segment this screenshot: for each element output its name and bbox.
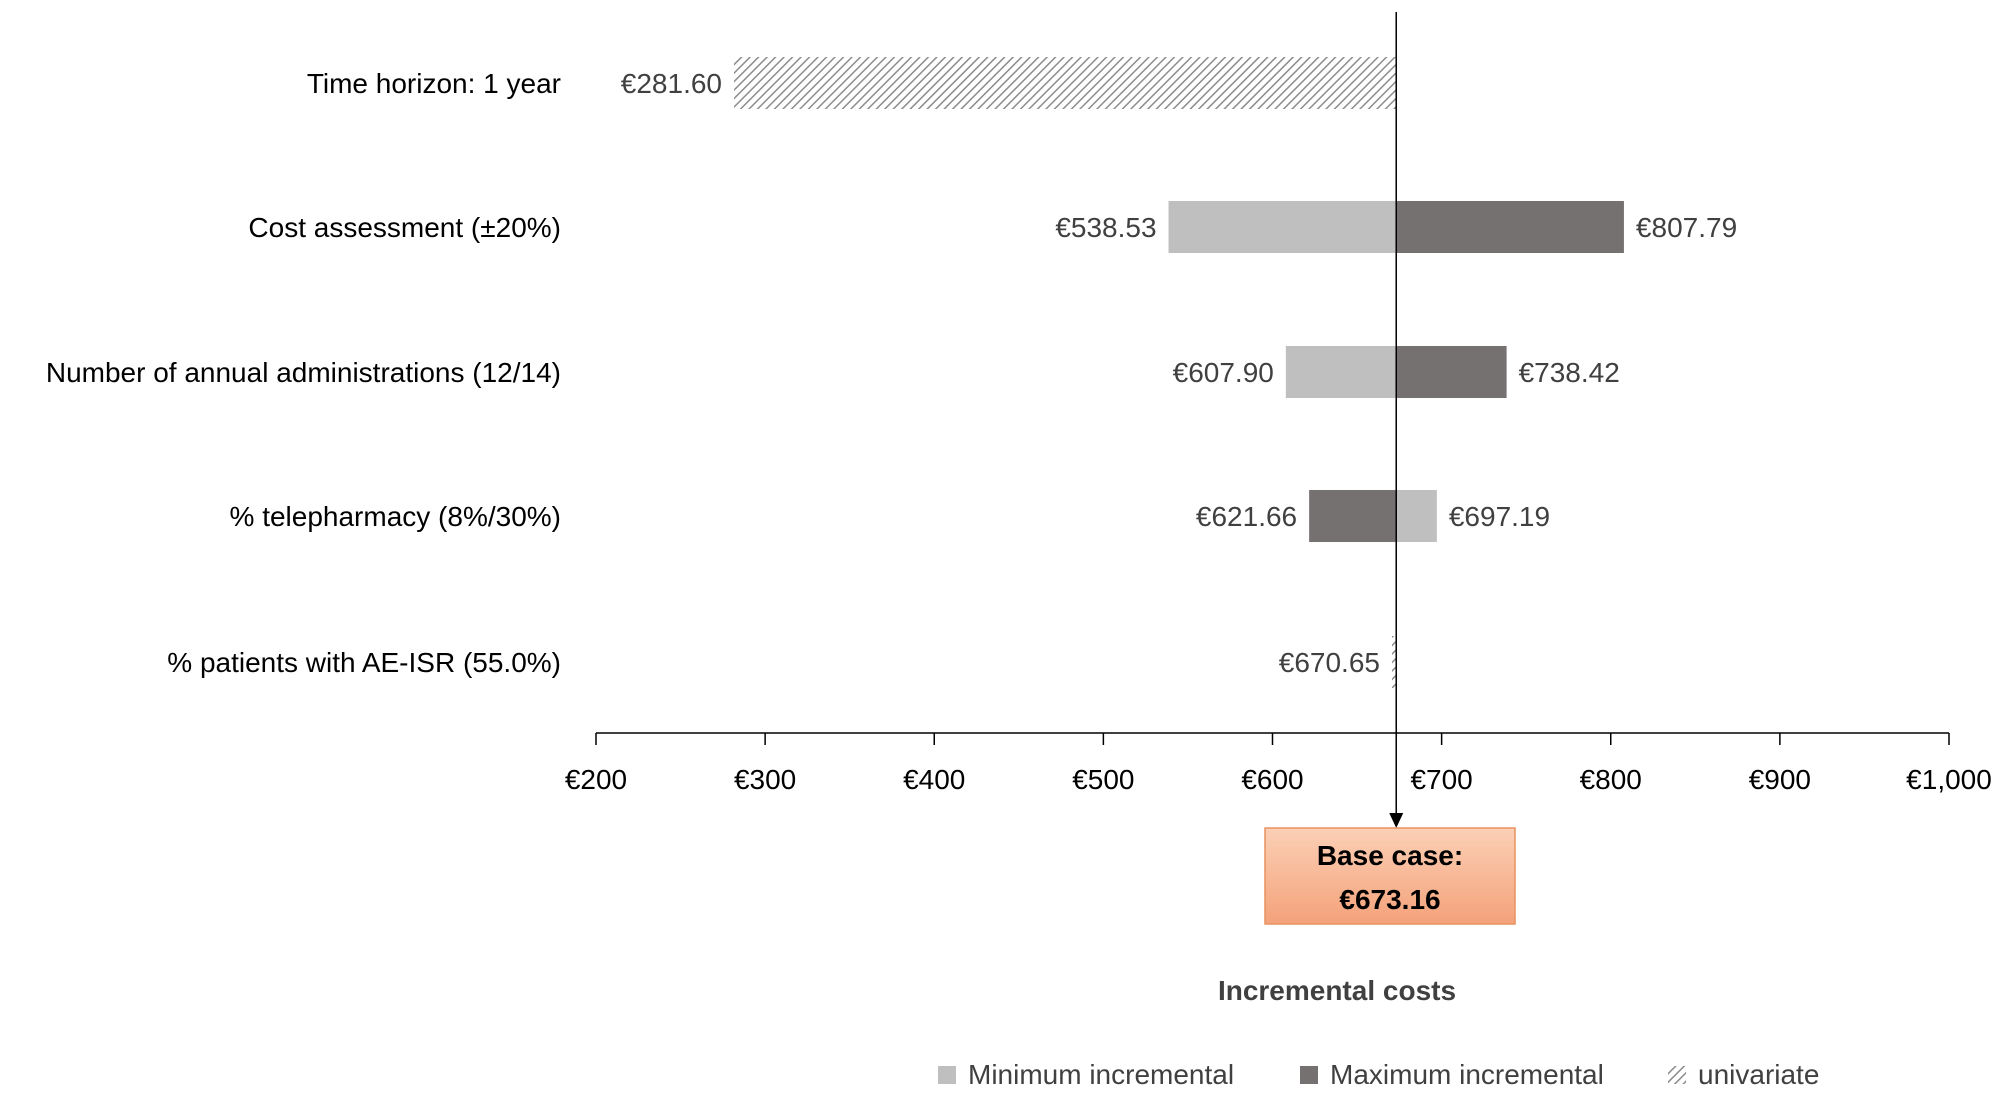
x-tick-label: €900 [1749,764,1811,795]
data-label: €607.90 [1173,357,1274,388]
data-label: €670.65 [1279,647,1380,678]
bar-univariate [1391,636,1397,688]
data-label: €281.60 [621,68,722,99]
x-tick-label: €600 [1241,764,1303,795]
bar-maximum [1396,346,1507,398]
x-axis-title: Incremental costs [1218,975,1456,1006]
bar-maximum [1309,490,1397,542]
bar-univariate [734,57,1397,109]
bar-minimum [1168,201,1397,253]
category-label: % telepharmacy (8%/30%) [230,501,561,532]
legend-label: Minimum incremental [968,1059,1234,1090]
x-tick-label: €1,000 [1906,764,1992,795]
category-label: Number of annual administrations (12/14) [46,357,561,388]
bar-maximum [1396,201,1624,253]
bars-layer: €281.60 €538.53 €807.79 €607.90 €738.42 €621.… [621,57,1737,688]
x-tick-label: €800 [1580,764,1642,795]
legend-swatch-maximum [1300,1066,1318,1084]
x-tick-label: €300 [734,764,796,795]
data-label: €807.79 [1636,212,1737,243]
legend-swatch-univariate [1668,1066,1686,1084]
data-label: €697.19 [1449,501,1550,532]
x-tick-label: €400 [903,764,965,795]
x-tick-label: €500 [1072,764,1134,795]
legend-swatch-minimum [938,1066,956,1084]
data-label: €538.53 [1055,212,1156,243]
data-label: €738.42 [1519,357,1620,388]
x-axis: €200 €300 €400 €500 €600 €700 €800 €900 €1,000 [565,732,1992,795]
legend-label: univariate [1698,1059,1819,1090]
x-tick-label: €200 [565,764,627,795]
data-label: €621.66 [1196,501,1297,532]
legend: Minimum incremental Maximum incremental un… [938,1059,1819,1090]
base-case-box [1264,827,1516,925]
x-tick-label: €700 [1410,764,1472,795]
bar-minimum [1285,346,1397,398]
legend-label: Maximum incremental [1330,1059,1604,1090]
category-label: Cost assessment (±20%) [248,212,561,243]
base-case-arrowhead [1389,813,1404,828]
base-case-annotation: Base case: €673.16 [1264,12,1516,925]
base-case-value: €673.16 [1339,884,1440,915]
bar-minimum [1396,490,1437,542]
base-case-label: Base case: [1317,840,1463,871]
category-label: Time horizon: 1 year [307,68,561,99]
category-labels: Time horizon: 1 year Cost assessment (±20… [46,68,561,678]
category-label: % patients with AE-ISR (55.0%) [167,647,561,678]
